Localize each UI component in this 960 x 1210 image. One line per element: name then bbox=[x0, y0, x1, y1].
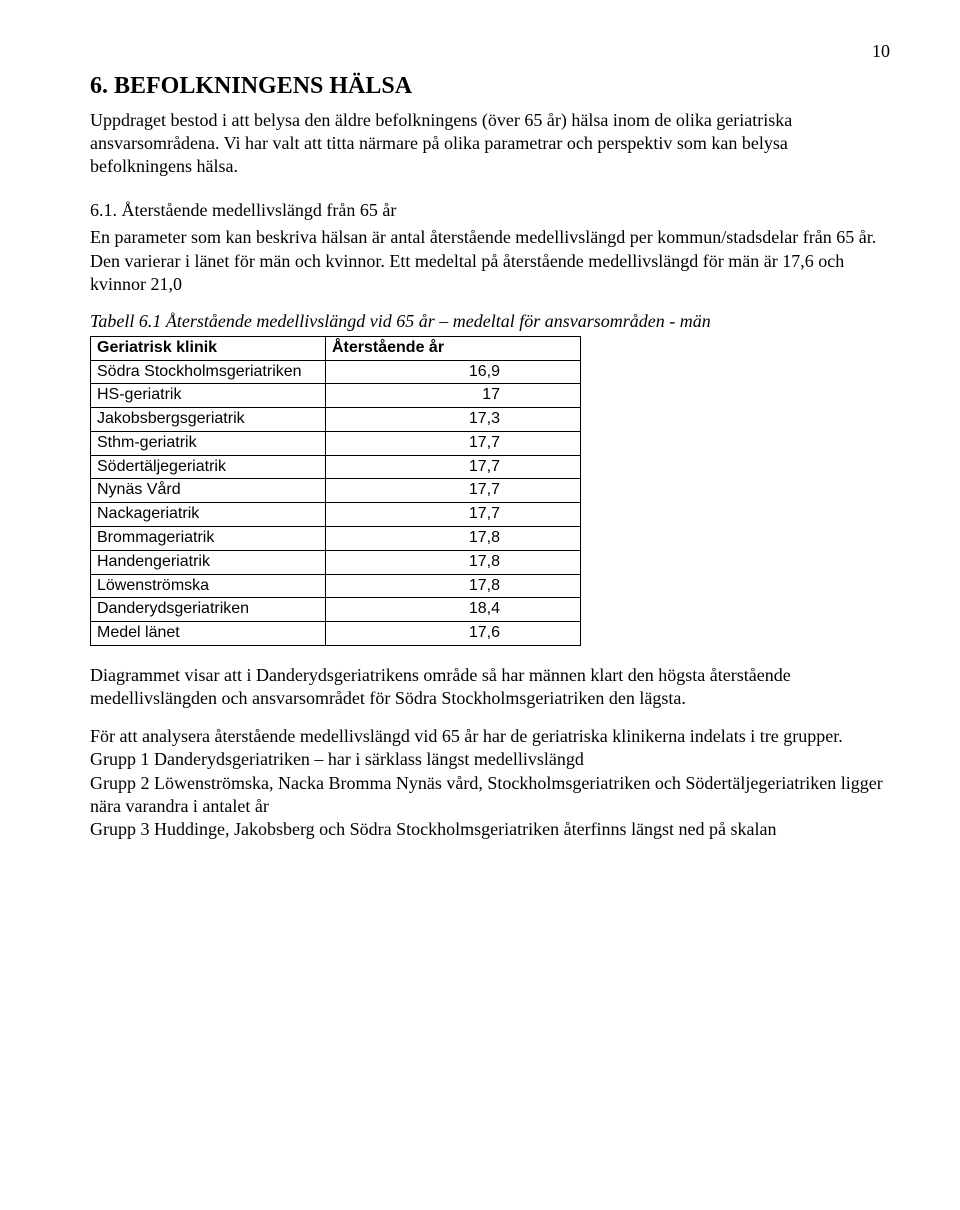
group-3-line: Grupp 3 Huddinge, Jakobsberg och Södra S… bbox=[90, 818, 890, 841]
table-header-clinic: Geriatrisk klinik bbox=[91, 336, 326, 360]
table-row: Nynäs Vård 17,7 bbox=[91, 479, 581, 503]
table-row: Jakobsbergsgeriatrik 17,3 bbox=[91, 408, 581, 432]
table-row: Löwenströmska 17,8 bbox=[91, 574, 581, 598]
table-cell-label: Brommageriatrik bbox=[91, 527, 326, 551]
table-cell-value: 18,4 bbox=[326, 598, 581, 622]
table-cell-value: 17,7 bbox=[326, 479, 581, 503]
table-cell-label: Nackageriatrik bbox=[91, 503, 326, 527]
table-cell-value: 17,6 bbox=[326, 622, 581, 646]
section-heading: 6. BEFOLKNINGENS HÄLSA bbox=[90, 71, 890, 102]
table-cell-label: Nynäs Vård bbox=[91, 479, 326, 503]
table-row: Medel länet 17,6 bbox=[91, 622, 581, 646]
post-table-paragraph-2: För att analysera återstående medellivsl… bbox=[90, 725, 890, 748]
table-row: Nackageriatrik 17,7 bbox=[91, 503, 581, 527]
table-cell-value: 17,7 bbox=[326, 431, 581, 455]
table-cell-value: 17,7 bbox=[326, 455, 581, 479]
table-row: Sthm-geriatrik 17,7 bbox=[91, 431, 581, 455]
table-cell-label: Jakobsbergsgeriatrik bbox=[91, 408, 326, 432]
intro-paragraph: Uppdraget bestod i att belysa den äldre … bbox=[90, 109, 890, 179]
table-cell-value: 17 bbox=[326, 384, 581, 408]
group-2-line: Grupp 2 Löwenströmska, Nacka Bromma Nynä… bbox=[90, 772, 890, 819]
table-cell-label: HS-geriatrik bbox=[91, 384, 326, 408]
table-cell-value: 17,8 bbox=[326, 574, 581, 598]
group-1-line: Grupp 1 Danderydsgeriatriken – har i sär… bbox=[90, 748, 890, 771]
table-cell-label: Medel länet bbox=[91, 622, 326, 646]
table-cell-label: Löwenströmska bbox=[91, 574, 326, 598]
table-cell-label: Södra Stockholmsgeriatriken bbox=[91, 360, 326, 384]
subsection-heading: 6.1. Återstående medellivslängd från 65 … bbox=[90, 199, 890, 222]
table-row: HS-geriatrik 17 bbox=[91, 384, 581, 408]
table-cell-label: Danderydsgeriatriken bbox=[91, 598, 326, 622]
table-cell-label: Sthm-geriatrik bbox=[91, 431, 326, 455]
table-cell-label: Handengeriatrik bbox=[91, 550, 326, 574]
table-row: Handengeriatrik 17,8 bbox=[91, 550, 581, 574]
table-header-years: Återstående år bbox=[326, 336, 581, 360]
table-caption: Tabell 6.1 Återstående medellivslängd vi… bbox=[90, 310, 890, 333]
table-row: Danderydsgeriatriken 18,4 bbox=[91, 598, 581, 622]
table-cell-value: 17,8 bbox=[326, 550, 581, 574]
table-row: Södra Stockholmsgeriatriken 16,9 bbox=[91, 360, 581, 384]
table-cell-value: 16,9 bbox=[326, 360, 581, 384]
table-row: Brommageriatrik 17,8 bbox=[91, 527, 581, 551]
table-cell-value: 17,3 bbox=[326, 408, 581, 432]
page-number: 10 bbox=[90, 40, 890, 63]
subsection-paragraph: En parameter som kan beskriva hälsan är … bbox=[90, 226, 890, 296]
table-cell-value: 17,7 bbox=[326, 503, 581, 527]
table-cell-label: Södertäljegeriatrik bbox=[91, 455, 326, 479]
table-cell-value: 17,8 bbox=[326, 527, 581, 551]
post-table-paragraph-1: Diagrammet visar att i Danderydsgeriatri… bbox=[90, 664, 890, 711]
table-row: Södertäljegeriatrik 17,7 bbox=[91, 455, 581, 479]
life-expectancy-table: Geriatrisk klinik Återstående år Södra S… bbox=[90, 336, 581, 646]
